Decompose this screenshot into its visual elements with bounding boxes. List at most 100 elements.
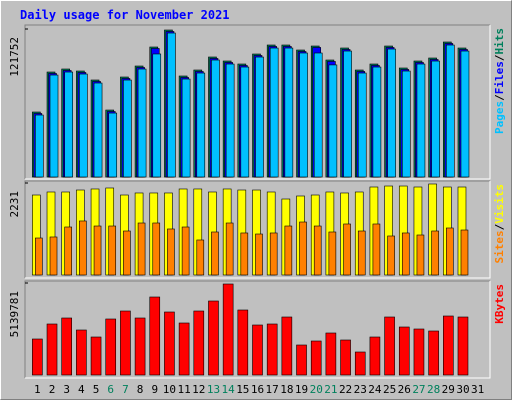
bar [123, 79, 132, 178]
x-tick-label: 12 [192, 383, 205, 396]
legend-separator: / [493, 54, 506, 61]
bar [193, 310, 205, 376]
chart-title: Daily usage for November 2021 [20, 8, 230, 22]
bar [167, 32, 176, 178]
bar [299, 52, 308, 178]
bar [196, 72, 206, 178]
bar [93, 225, 102, 276]
bar [120, 310, 131, 376]
bar [137, 222, 146, 276]
bar [76, 329, 87, 376]
bar [446, 227, 454, 276]
legend-entry: Hits [493, 28, 506, 55]
x-tick-label: 1 [34, 383, 41, 396]
bar [211, 59, 220, 178]
panel-edge-light [25, 181, 491, 279]
x-tick-label: 7 [122, 383, 129, 396]
bar [401, 70, 411, 178]
bar [296, 344, 307, 376]
bar [343, 223, 351, 276]
bar [35, 237, 43, 276]
bar [208, 300, 219, 376]
x-tick-label: 27 [412, 383, 425, 396]
bar [93, 82, 103, 178]
y-tick-label: 121752 [8, 37, 21, 77]
bar [313, 225, 322, 276]
y-tick-label: 5139781 [8, 291, 21, 337]
bar [413, 328, 425, 376]
bar [354, 351, 366, 376]
bar [240, 232, 249, 276]
bar [401, 232, 410, 276]
bar [313, 52, 323, 178]
bar [357, 230, 366, 276]
x-tick-label: 25 [383, 383, 396, 396]
bar [123, 230, 131, 276]
bar [457, 316, 469, 376]
bar [196, 239, 205, 276]
bar [328, 64, 338, 178]
bar [299, 221, 307, 276]
bar [281, 316, 293, 376]
bar [387, 235, 395, 276]
bar [137, 68, 147, 178]
bar [416, 234, 425, 276]
x-tick-label: 9 [151, 383, 158, 396]
y-tick-label: 2231 [8, 191, 21, 218]
bar [64, 226, 72, 276]
bar [255, 233, 263, 276]
x-tick-label: 2 [49, 383, 56, 396]
legend-separator: / [493, 94, 506, 101]
bar [357, 72, 367, 178]
panel-edge-light [25, 281, 491, 379]
x-tick-label: 15 [236, 383, 249, 396]
bar [431, 60, 440, 178]
bar [340, 339, 351, 376]
bar [387, 48, 396, 178]
bar [64, 71, 73, 178]
panel-edge-light [25, 25, 491, 180]
bar [372, 66, 382, 178]
bar [105, 318, 117, 376]
panel-edge-dark [24, 180, 490, 278]
x-tick-label: 5 [93, 383, 100, 396]
bar [431, 230, 439, 276]
x-tick-label: 28 [427, 383, 440, 396]
bar [416, 63, 426, 178]
legend-entry: KBytes [493, 284, 506, 324]
x-tick-label: 14 [222, 383, 236, 396]
bar [178, 322, 190, 376]
bar [79, 73, 88, 178]
x-tick-label: 29 [442, 383, 455, 396]
x-tick-label: 8 [137, 383, 144, 396]
x-tick-label: 19 [295, 383, 308, 396]
x-tick-label: 16 [251, 383, 264, 396]
legend: Sites/Visits [493, 184, 506, 264]
bar [108, 112, 118, 178]
x-tick-label: 18 [280, 383, 293, 396]
x-tick-label: 6 [107, 383, 114, 396]
x-tick-label: 17 [266, 383, 279, 396]
bar [269, 232, 278, 276]
bar [237, 309, 249, 376]
bar [269, 47, 279, 178]
bar [49, 74, 59, 178]
bar [108, 225, 117, 276]
x-tick-label: 21 [324, 383, 337, 396]
bar [372, 223, 381, 276]
bar [266, 323, 278, 376]
legend-entry: Files [493, 61, 506, 94]
legend-entry: Sites [493, 230, 506, 263]
x-tick-label: 20 [310, 383, 323, 396]
bar [152, 222, 161, 276]
bar [443, 315, 454, 376]
bar [35, 114, 44, 178]
bar [222, 283, 234, 376]
bar [255, 56, 264, 178]
bar [181, 226, 190, 276]
panel-edge-dark [24, 24, 490, 179]
bar [460, 50, 470, 178]
legend-entry: Visits [493, 184, 506, 224]
bar [310, 340, 322, 376]
